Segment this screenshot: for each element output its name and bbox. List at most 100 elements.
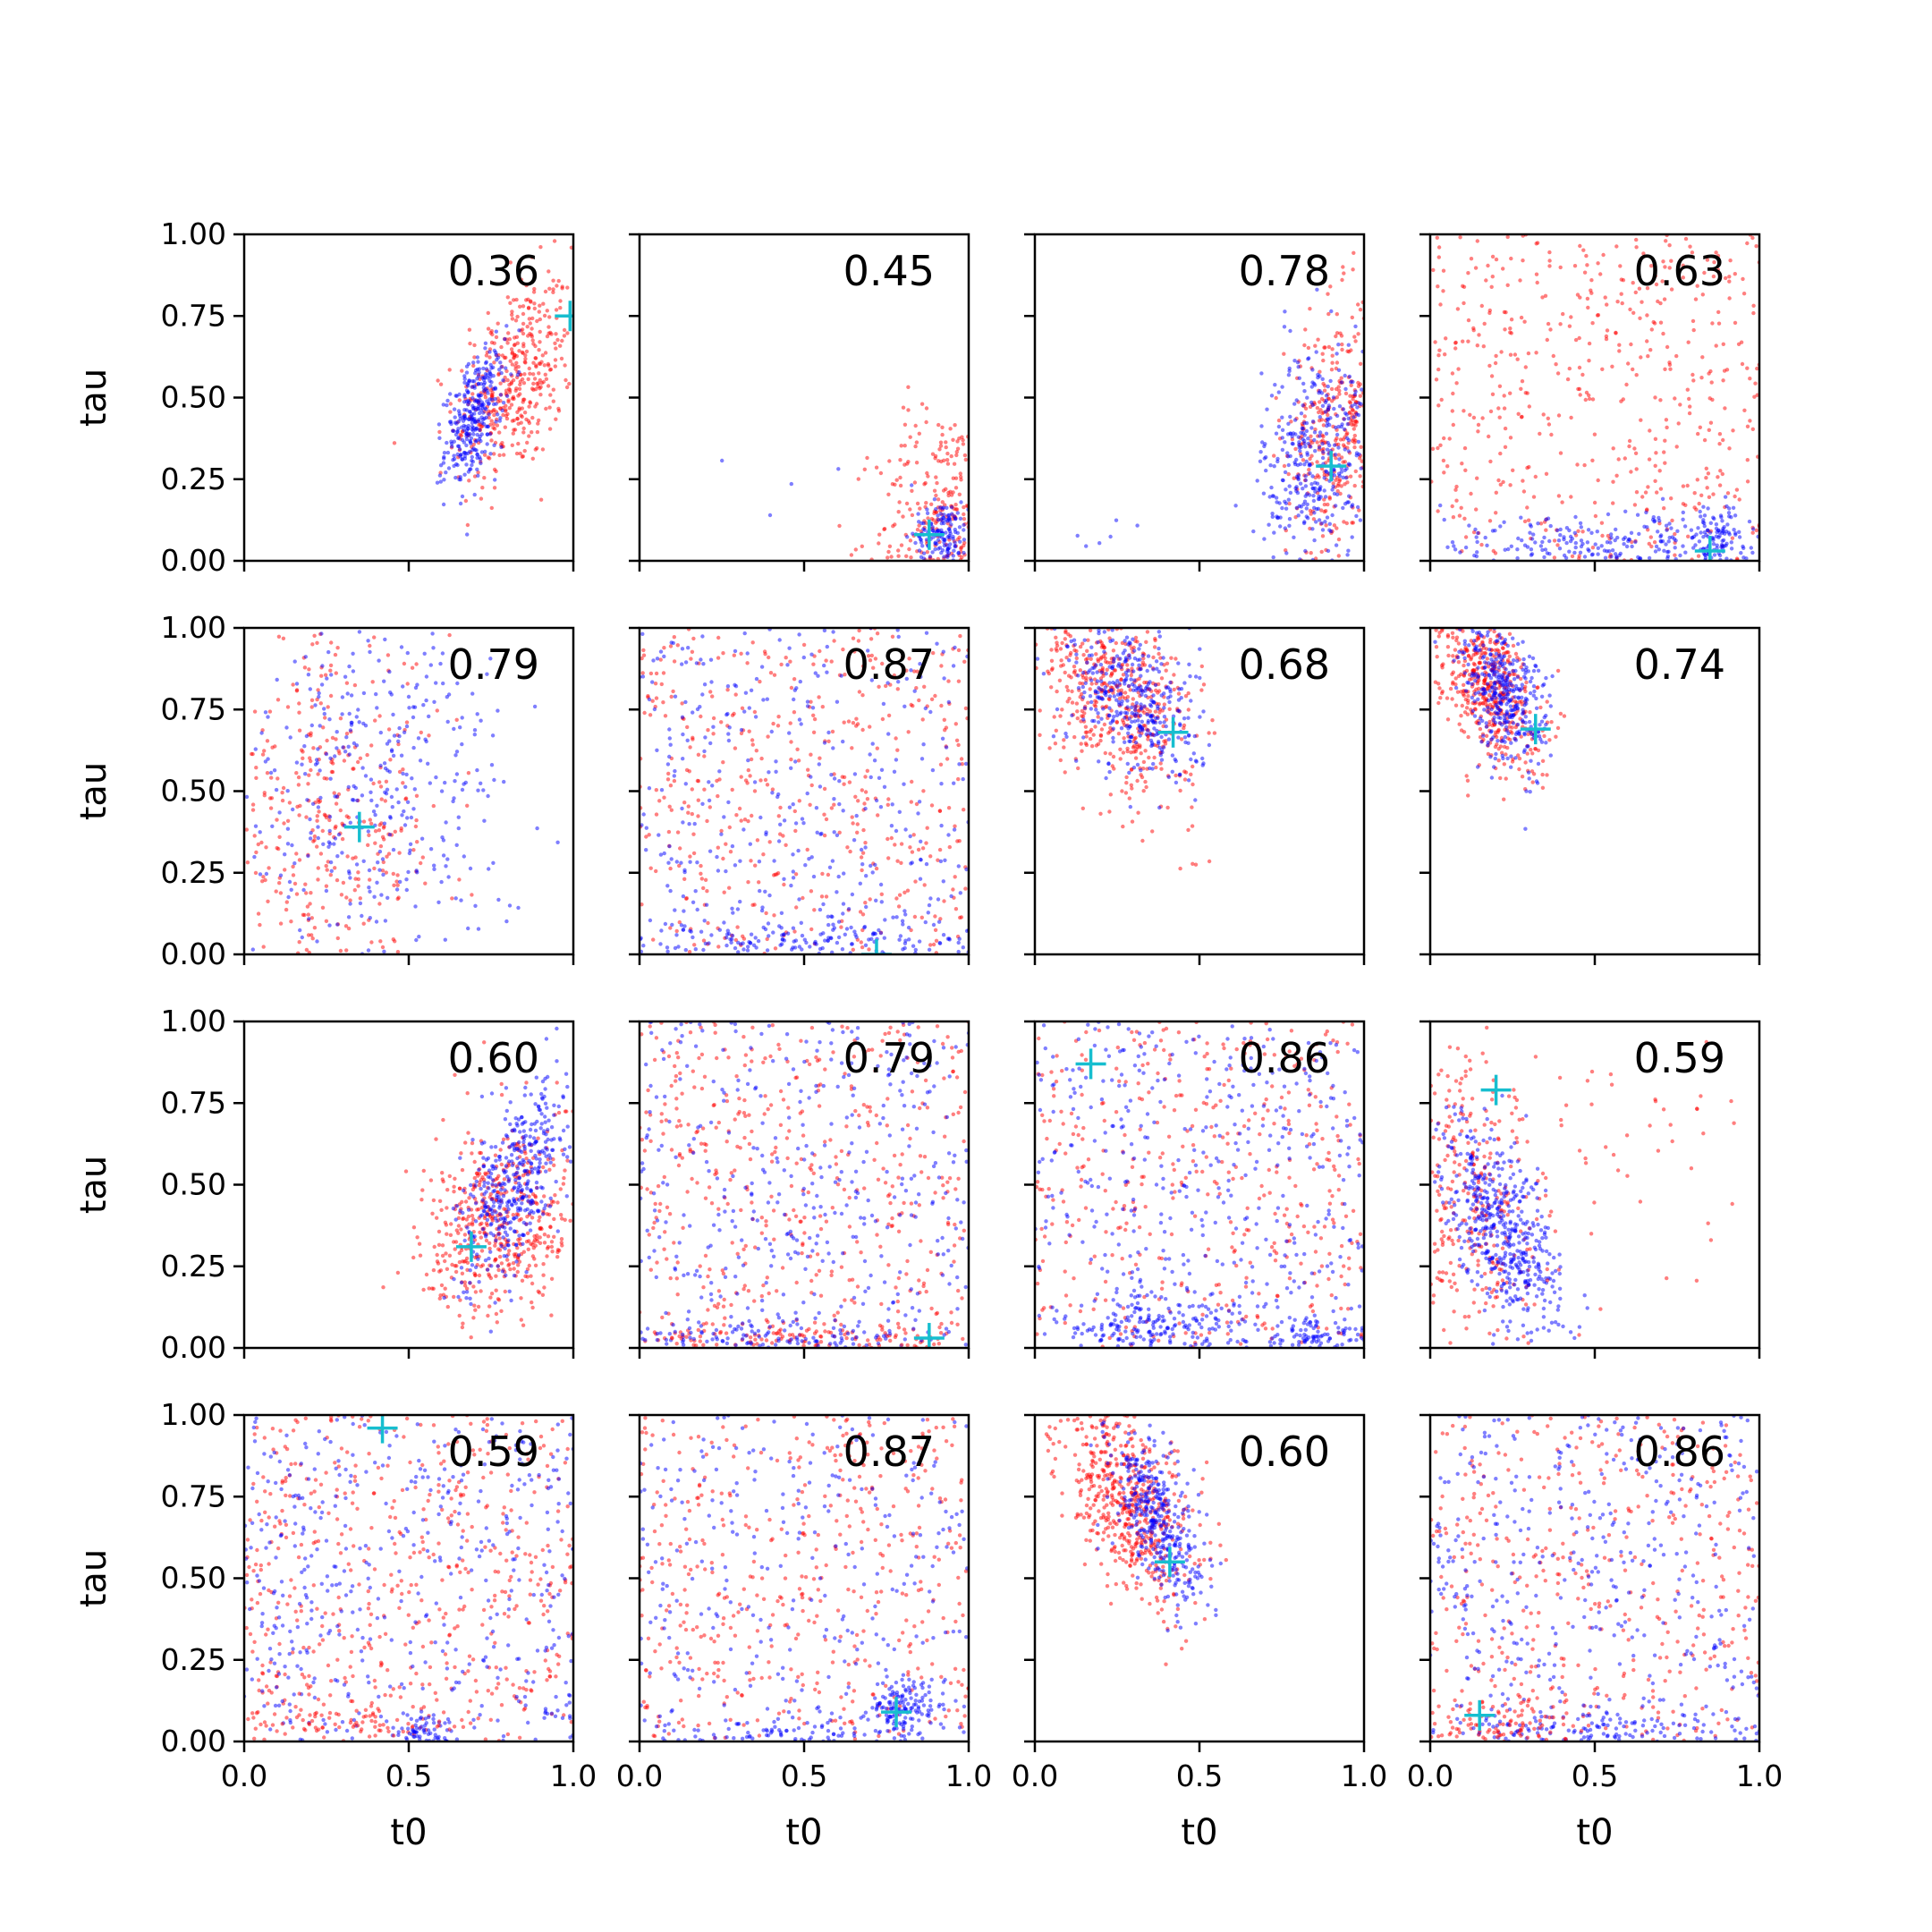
blue-point — [456, 436, 461, 441]
red-point — [507, 406, 512, 411]
red-point — [1352, 433, 1358, 438]
red-point — [1484, 278, 1488, 283]
red-point — [252, 709, 258, 714]
blue-point — [394, 787, 399, 792]
red-point — [852, 649, 857, 654]
blue-point — [1558, 533, 1563, 538]
blue-point — [961, 945, 966, 950]
blue-point — [877, 928, 881, 933]
red-point — [309, 698, 315, 702]
red-point — [1436, 255, 1442, 259]
red-point — [1084, 675, 1089, 680]
blue-point — [486, 793, 490, 799]
blue-point — [1312, 538, 1317, 543]
blue-point — [470, 379, 475, 384]
blue-point — [792, 945, 798, 950]
red-point — [824, 894, 829, 899]
red-point — [1576, 386, 1580, 392]
blue-point — [948, 542, 953, 547]
red-point — [245, 860, 250, 865]
blue-point — [1304, 459, 1309, 464]
blue-point — [1089, 707, 1094, 711]
blue-point — [957, 525, 962, 530]
red-point — [344, 948, 349, 953]
red-point — [1172, 687, 1176, 692]
blue-point — [1138, 728, 1142, 733]
red-point — [1714, 250, 1718, 255]
red-point — [875, 631, 880, 636]
red-point — [324, 863, 328, 869]
blue-point — [936, 528, 941, 533]
blue-point — [958, 891, 963, 895]
blue-point — [927, 902, 932, 908]
blue-point — [328, 860, 334, 865]
red-point — [867, 947, 871, 952]
blue-point — [1306, 357, 1310, 361]
red-point — [912, 480, 918, 485]
blue-point — [1515, 555, 1520, 561]
blue-point — [1306, 436, 1310, 441]
red-point — [898, 458, 902, 462]
red-point — [772, 673, 777, 677]
red-point — [897, 893, 902, 897]
blue-point — [711, 724, 716, 729]
red-point — [853, 794, 858, 799]
red-point — [528, 332, 532, 336]
red-point — [1104, 704, 1109, 708]
blue-point — [1696, 526, 1700, 530]
red-point — [537, 371, 541, 376]
red-point — [1326, 344, 1332, 350]
blue-point — [464, 408, 469, 412]
red-point — [750, 640, 755, 645]
blue-point — [1666, 539, 1671, 544]
blue-point — [1287, 369, 1292, 373]
blue-point — [1582, 555, 1588, 559]
red-point — [1556, 413, 1562, 418]
red-point — [465, 522, 470, 528]
red-point — [1466, 339, 1470, 343]
red-point — [1122, 736, 1126, 741]
red-point — [1065, 688, 1071, 693]
red-point — [528, 371, 532, 376]
blue-point — [805, 699, 810, 704]
blue-point — [1193, 798, 1198, 802]
red-point — [886, 713, 892, 718]
blue-point — [368, 889, 372, 894]
blue-point — [473, 903, 478, 908]
red-point — [535, 429, 540, 435]
red-point — [1648, 428, 1652, 433]
red-point — [344, 732, 350, 736]
blue-point — [735, 907, 741, 911]
red-point — [937, 847, 943, 852]
blue-point — [385, 741, 390, 746]
blue-point — [1303, 478, 1309, 483]
blue-point — [844, 927, 850, 931]
blue-point — [831, 630, 835, 634]
red-point — [1135, 778, 1140, 784]
red-point — [962, 659, 967, 664]
red-point — [917, 698, 921, 703]
red-point — [520, 414, 524, 419]
red-point — [551, 399, 555, 403]
red-point — [1511, 468, 1515, 472]
panel-value-label: 0.45 — [843, 247, 935, 295]
blue-point — [1264, 468, 1268, 473]
red-point — [957, 839, 962, 843]
blue-point — [1653, 519, 1657, 523]
blue-point — [1299, 445, 1303, 449]
blue-point — [1712, 553, 1717, 557]
blue-point — [1271, 555, 1275, 560]
red-point — [960, 762, 965, 767]
red-point — [716, 635, 721, 640]
red-point — [1587, 359, 1591, 363]
red-point — [702, 754, 707, 758]
red-point — [529, 300, 533, 304]
red-point — [1508, 330, 1513, 335]
red-point — [489, 505, 494, 511]
blue-point — [1302, 441, 1307, 445]
blue-point — [733, 863, 738, 868]
blue-point — [780, 933, 784, 937]
red-point — [1721, 437, 1725, 443]
blue-point — [555, 840, 560, 844]
blue-point — [1076, 674, 1080, 678]
